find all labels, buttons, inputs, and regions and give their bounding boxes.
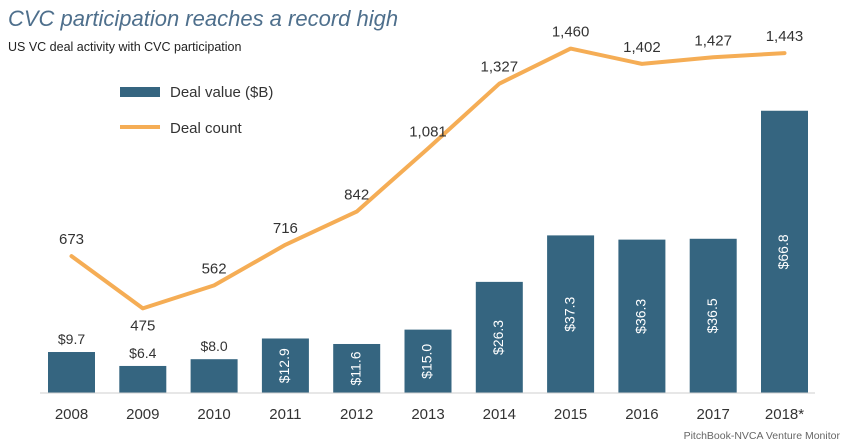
x-tick-label: 2010 [197, 406, 230, 423]
x-axis-labels: 2008 2009 2010 2011 2012 2013 2014 2015 2016 2017… [55, 406, 804, 423]
bar [333, 343, 381, 393]
x-tick-label: 2012 [340, 406, 373, 423]
line-value-label: 673 [59, 231, 84, 248]
line-value-label: 475 [130, 317, 155, 334]
x-tick-label: 2014 [483, 406, 516, 423]
line-value-label: 716 [273, 220, 298, 237]
bar [261, 338, 309, 393]
line-value-label: 842 [344, 187, 369, 204]
bar-value-label: $9.7 [58, 331, 85, 347]
bar [689, 238, 737, 393]
bar-value-label: $36.3 [633, 299, 649, 334]
bar [48, 352, 95, 393]
line-value-label: 1,402 [623, 39, 661, 56]
line-value-label: 1,460 [552, 24, 590, 41]
x-tick-label: 2015 [554, 406, 587, 423]
chart-title: CVC participation reaches a record high [8, 6, 399, 31]
bar [119, 365, 167, 393]
bar-value-label: $11.6 [347, 351, 363, 385]
line-value-label: 1,427 [694, 32, 732, 49]
bar [547, 235, 595, 393]
bar [190, 359, 238, 393]
x-tick-label: 2009 [126, 406, 159, 423]
line-value-label: 562 [202, 260, 227, 277]
bar [475, 281, 523, 393]
line-value-label: 1,327 [481, 59, 519, 76]
bar [761, 110, 808, 394]
x-tick-label: 2011 [269, 406, 301, 423]
bar-series [48, 110, 808, 394]
legend: Deal value ($B) Deal count [120, 84, 273, 137]
x-tick-label: 2016 [625, 406, 658, 423]
legend-swatch-bar [120, 87, 160, 97]
x-tick-label: 2017 [697, 406, 730, 423]
bar-value-label: $12.9 [276, 348, 292, 383]
bar [404, 329, 452, 393]
legend-label-line: Deal count [170, 120, 243, 137]
bar-labels: $9.7 $6.4 $8.0 $12.9 $11.6 $15.0 $26.3 $37.3 $36… [58, 234, 791, 385]
bar-value-label: $6.4 [129, 345, 156, 361]
bar-value-label: $37.3 [561, 296, 577, 331]
chart-subtitle: US VC deal activity with CVC participati… [8, 40, 242, 54]
bar [618, 239, 666, 393]
bar-value-label: $15.0 [419, 344, 435, 379]
bar-value-label: $36.5 [704, 298, 720, 333]
legend-label-bar: Deal value ($B) [170, 84, 273, 101]
line-value-label: 1,443 [766, 28, 804, 45]
bar-value-label: $66.8 [775, 234, 791, 269]
x-tick-label: 2013 [411, 406, 444, 423]
line-value-label: 1,081 [409, 124, 447, 141]
x-tick-label: 2008 [55, 406, 88, 423]
bar-value-label: $26.3 [490, 320, 506, 355]
bar-value-label: $8.0 [200, 338, 227, 354]
source-note: PitchBook-NVCA Venture Monitor [683, 430, 840, 442]
line-labels: 673 475 562 716 842 1,081 1,327 1,460 1,402 1,427… [59, 24, 803, 335]
line-series [69, 46, 787, 311]
x-tick-label: 2018* [765, 406, 804, 423]
